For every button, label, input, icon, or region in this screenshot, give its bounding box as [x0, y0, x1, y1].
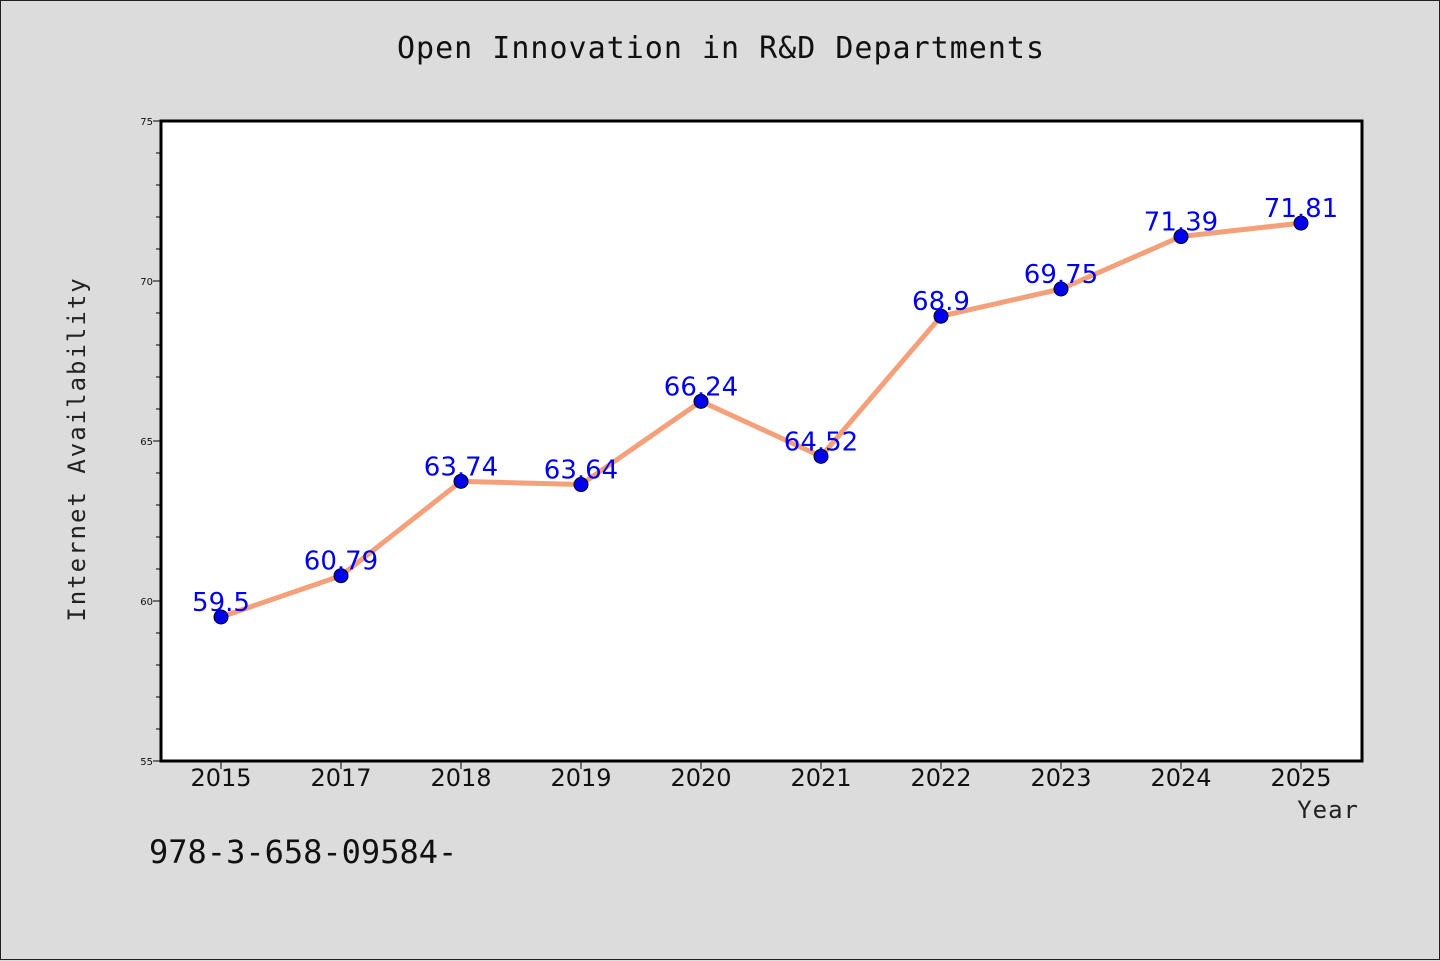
x-tick-label: 2024: [1150, 764, 1211, 792]
data-point: [1173, 229, 1189, 245]
x-tick-label: 2023: [1030, 764, 1091, 792]
data-label: 71.81: [1264, 194, 1338, 224]
y-tick-label: 70: [140, 277, 153, 288]
data-label: 63.74: [424, 452, 498, 482]
y-tick-label: 55: [140, 757, 153, 768]
data-point: [453, 473, 469, 489]
data-label: 68.9: [912, 287, 970, 317]
y-tick-label: 65: [140, 437, 153, 448]
x-tick-label: 2020: [670, 764, 731, 792]
data-label: 63.64: [544, 456, 618, 486]
data-point: [333, 568, 349, 584]
data-point: [1293, 215, 1309, 231]
y-tick-label: 75: [140, 117, 153, 128]
x-tick-label: 2025: [1270, 764, 1331, 792]
data-point: [1053, 281, 1069, 297]
x-tick-label: 2018: [430, 764, 491, 792]
data-point: [573, 477, 589, 493]
data-point: [813, 448, 829, 464]
data-label: 66.24: [664, 372, 738, 402]
data-point: [693, 393, 709, 409]
x-tick-label: 2021: [790, 764, 851, 792]
x-tick-label: 2017: [310, 764, 371, 792]
x-axis-label: Year: [1297, 796, 1359, 824]
x-tick-label: 2015: [190, 764, 251, 792]
data-label: 69.75: [1024, 260, 1098, 290]
data-label: 59.5: [192, 588, 250, 618]
series-line: [218, 220, 1304, 620]
data-label: 71.39: [1144, 208, 1218, 238]
data-label: 64.52: [784, 427, 858, 457]
x-tick-label: 2019: [550, 764, 611, 792]
footer-note: 978-3-658-09584-: [149, 833, 458, 871]
data-point: [213, 609, 229, 625]
plot-frame: [159, 119, 1364, 763]
data-label: 60.79: [304, 547, 378, 577]
x-tick-label: 2022: [910, 764, 971, 792]
y-tick-label: 60: [140, 597, 153, 608]
data-point: [933, 308, 949, 324]
chart-title: Open Innovation in R&D Departments: [396, 31, 1046, 66]
